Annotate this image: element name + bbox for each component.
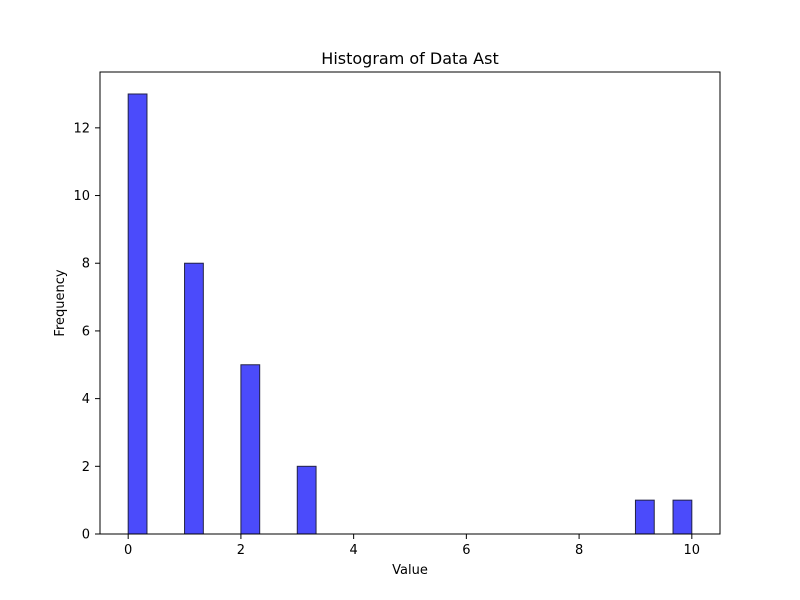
x-axis-label: Value — [392, 563, 428, 578]
x-tick-label: 0 — [124, 543, 132, 558]
bars-layer — [127, 93, 693, 535]
y-tick-label: 12 — [73, 121, 90, 136]
histogram-bar — [672, 499, 693, 535]
y-axis-label: Frequency — [53, 269, 68, 336]
y-tick-label: 10 — [73, 189, 90, 204]
histogram-bar — [184, 262, 204, 535]
y-tick-label: 8 — [82, 257, 90, 272]
chart-title: Histogram of Data Ast — [321, 49, 498, 68]
x-axis: 0 2 4 6 8 10 — [124, 534, 700, 558]
histogram-bar — [634, 499, 655, 535]
x-tick-label: 2 — [237, 543, 245, 558]
plot-frame — [99, 71, 721, 535]
histogram-bar — [127, 93, 148, 535]
x-tick-label: 8 — [575, 543, 583, 558]
x-tick-label: 6 — [462, 543, 470, 558]
y-axis: 0 2 4 6 8 10 12 — [73, 121, 100, 543]
x-tick-label: 10 — [684, 543, 701, 558]
histogram-bar — [240, 364, 261, 535]
y-tick-label: 4 — [82, 392, 90, 407]
y-tick-label: 6 — [82, 324, 90, 339]
y-tick-label: 2 — [82, 460, 90, 475]
y-tick-label: 0 — [82, 528, 90, 543]
histogram-bar — [296, 465, 317, 535]
x-tick-label: 4 — [349, 543, 357, 558]
